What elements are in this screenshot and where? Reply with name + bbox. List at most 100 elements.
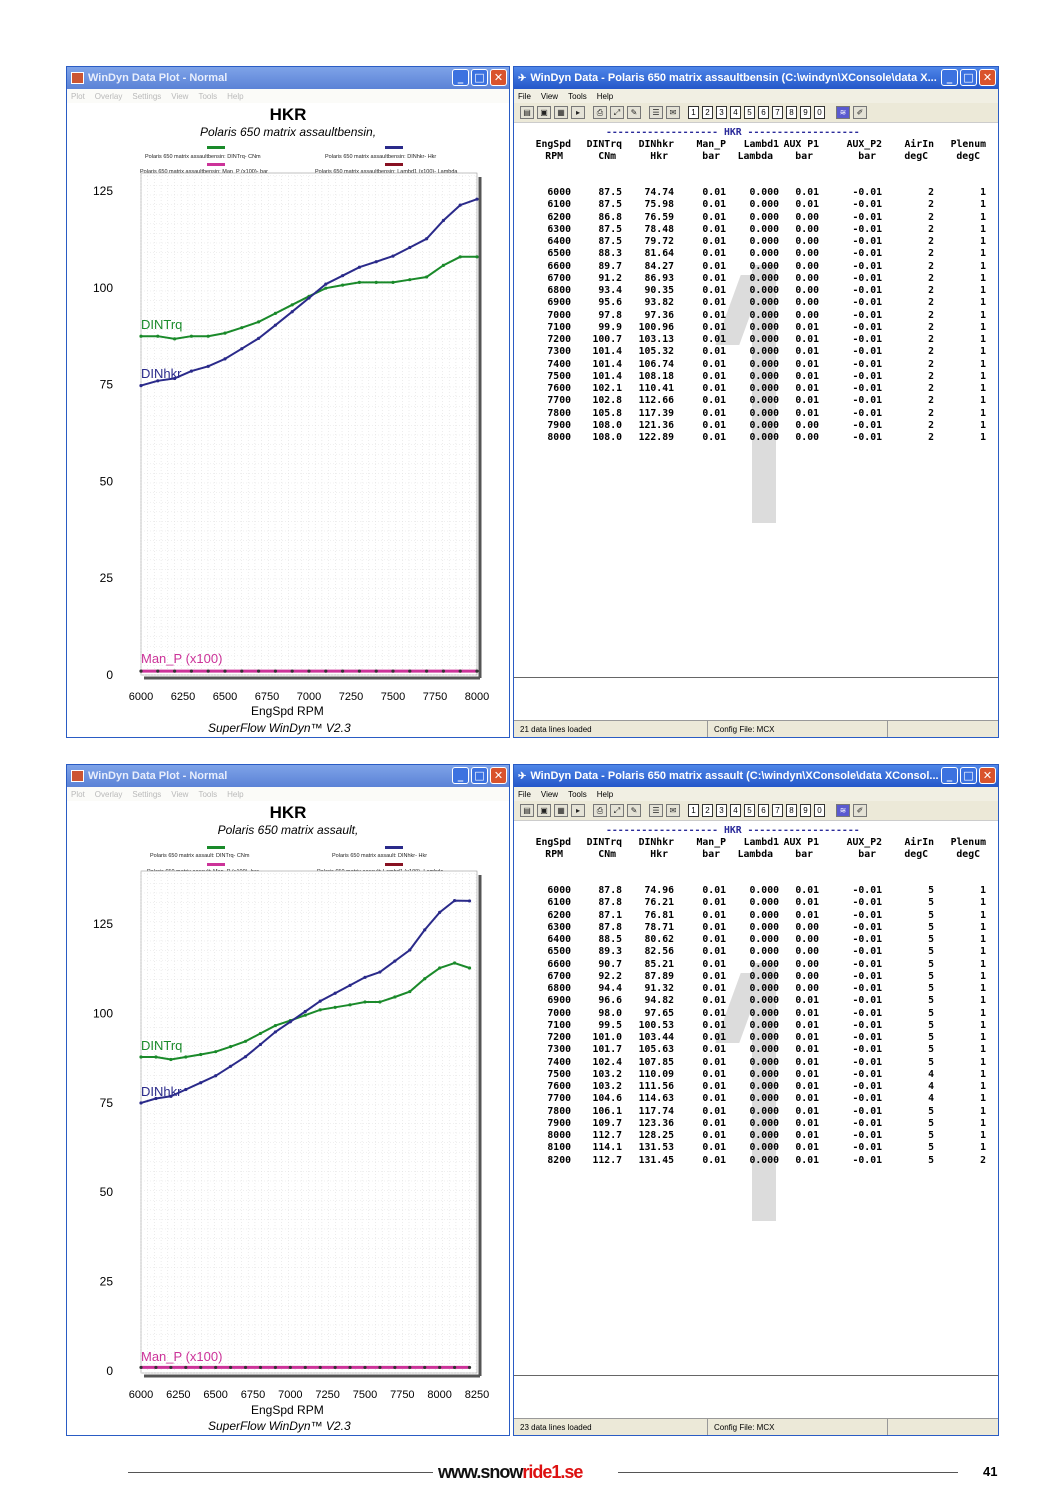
run-slot-0[interactable]: 0 — [814, 106, 825, 119]
menu-settings[interactable]: Settings — [132, 91, 162, 101]
run-slot-5[interactable]: 5 — [744, 106, 755, 119]
minimize-button[interactable]: _ — [941, 767, 958, 784]
table-cell: 0.000 — [749, 885, 780, 896]
menu-file[interactable]: File — [518, 91, 531, 101]
settings-icon[interactable]: ≋ — [836, 804, 850, 817]
graph-icon[interactable]: ⤢ — [610, 106, 624, 119]
run-slot-6[interactable]: 6 — [758, 106, 769, 119]
close-button[interactable]: ✕ — [979, 767, 996, 784]
menu-tools[interactable]: Tools — [568, 789, 587, 799]
run-slot-5[interactable]: 5 — [744, 804, 755, 817]
run-slot-2[interactable]: 2 — [702, 804, 713, 817]
data-point — [206, 669, 210, 673]
menu-view[interactable]: View — [540, 91, 559, 101]
edit-graph-icon[interactable]: ✎ — [627, 804, 641, 817]
open-folder-icon[interactable]: ▣ — [537, 804, 551, 817]
maximize-button[interactable]: □ — [960, 69, 977, 86]
table-cell: 1 — [980, 407, 986, 419]
close-button[interactable]: ✕ — [490, 767, 507, 784]
table-cell: 75.98 — [644, 199, 675, 211]
table-icon[interactable]: ☰ — [649, 804, 663, 817]
maximize-button[interactable]: □ — [960, 767, 977, 784]
table-cell: -0.01 — [852, 272, 883, 284]
run-slot-8[interactable]: 8 — [786, 804, 797, 817]
table-row: 7200 101.0 103.44 0.01 0.000 0.01 -0.01 5 1 — [514, 1032, 998, 1044]
plot-window-2-titlebar[interactable]: WinDyn Data Plot - Normal _ □ ✕ — [67, 765, 509, 787]
menu-help[interactable]: Help — [227, 91, 244, 101]
menu-plot[interactable]: Plot — [71, 91, 85, 101]
menu-file[interactable]: File — [518, 789, 531, 799]
run-slot-1[interactable]: 1 — [688, 106, 699, 119]
open-file-icon[interactable]: ▤ — [520, 804, 534, 817]
run-slot-1[interactable]: 1 — [688, 804, 699, 817]
menu-tools[interactable]: Tools — [568, 91, 587, 101]
data-point — [173, 669, 177, 673]
play-icon[interactable]: ▸ — [571, 106, 585, 119]
maximize-button[interactable]: □ — [471, 767, 488, 784]
settings-icon[interactable]: ≋ — [836, 106, 850, 119]
column-unit: Lambda — [737, 151, 773, 162]
note-icon[interactable]: ✉ — [666, 804, 680, 817]
print-icon[interactable]: ⎙ — [593, 106, 607, 119]
data-point — [393, 1365, 397, 1370]
column-unit: bar — [702, 849, 720, 860]
table-cell: 7700 — [547, 1093, 571, 1105]
run-slot-9[interactable]: 9 — [800, 804, 811, 817]
graph-icon[interactable]: ⤢ — [610, 804, 624, 817]
minimize-button[interactable]: _ — [452, 69, 469, 86]
run-slot-3[interactable]: 3 — [716, 106, 727, 119]
table-icon[interactable]: ☰ — [649, 106, 663, 119]
run-slot-8[interactable]: 8 — [786, 106, 797, 119]
edit-icon[interactable]: ✐ — [853, 804, 867, 817]
run-slot-7[interactable]: 7 — [772, 106, 783, 119]
note-icon[interactable]: ✉ — [666, 106, 680, 119]
maximize-button[interactable]: □ — [471, 69, 488, 86]
run-slot-4[interactable]: 4 — [730, 106, 741, 119]
play-icon[interactable]: ▸ — [571, 804, 585, 817]
menu-settings[interactable]: Settings — [132, 789, 162, 799]
run-slot-7[interactable]: 7 — [772, 804, 783, 817]
table-cell: 117.39 — [638, 407, 674, 419]
data-window-1-titlebar[interactable]: ✈ WinDyn Data - Polaris 650 matrix assau… — [514, 67, 998, 89]
menu-plot[interactable]: Plot — [71, 789, 85, 799]
menu-help[interactable]: Help — [596, 91, 614, 101]
run-slot-2[interactable]: 2 — [702, 106, 713, 119]
table-cell: 0.01 — [702, 909, 726, 921]
edit-icon[interactable]: ✐ — [853, 106, 867, 119]
open-file-icon[interactable]: ▤ — [520, 106, 534, 119]
table-cell: 105.8 — [592, 407, 623, 419]
data-point — [240, 669, 244, 673]
menu-tools[interactable]: Tools — [198, 789, 218, 799]
edit-graph-icon[interactable]: ✎ — [627, 106, 641, 119]
menu-help[interactable]: Help — [596, 789, 614, 799]
save-icon[interactable]: ▦ — [554, 804, 568, 817]
run-slot-0[interactable]: 0 — [814, 804, 825, 817]
run-slot-4[interactable]: 4 — [730, 804, 741, 817]
print-icon[interactable]: ⎙ — [593, 804, 607, 817]
menu-overlay[interactable]: Overlay — [94, 789, 123, 799]
open-folder-icon[interactable]: ▣ — [537, 106, 551, 119]
run-slot-3[interactable]: 3 — [716, 804, 727, 817]
save-icon[interactable]: ▦ — [554, 106, 568, 119]
menu-view[interactable]: View — [171, 91, 189, 101]
run-slot-6[interactable]: 6 — [758, 804, 769, 817]
data-window-2-titlebar[interactable]: ✈ WinDyn Data - Polaris 650 matrix assau… — [514, 765, 998, 787]
menu-tools[interactable]: Tools — [198, 91, 218, 101]
table-cell: 0.000 — [749, 272, 780, 284]
run-slot-9[interactable]: 9 — [800, 106, 811, 119]
menu-help[interactable]: Help — [227, 789, 244, 799]
data-point — [453, 899, 457, 903]
menu-overlay[interactable]: Overlay — [94, 91, 123, 101]
close-button[interactable]: ✕ — [979, 69, 996, 86]
minimize-button[interactable]: _ — [941, 69, 958, 86]
menu-view[interactable]: View — [171, 789, 189, 799]
table-cell: 1 — [980, 909, 986, 921]
close-button[interactable]: ✕ — [490, 69, 507, 86]
data-point — [408, 278, 412, 282]
minimize-button[interactable]: _ — [452, 767, 469, 784]
table-group-header: ------------------- HKR ----------------… — [606, 127, 860, 138]
table-cell: -0.01 — [852, 297, 883, 309]
plot-window-1-titlebar[interactable]: WinDyn Data Plot - Normal _ □ ✕ — [67, 67, 509, 89]
table-cell: 2 — [928, 395, 934, 407]
menu-view[interactable]: View — [540, 789, 559, 799]
